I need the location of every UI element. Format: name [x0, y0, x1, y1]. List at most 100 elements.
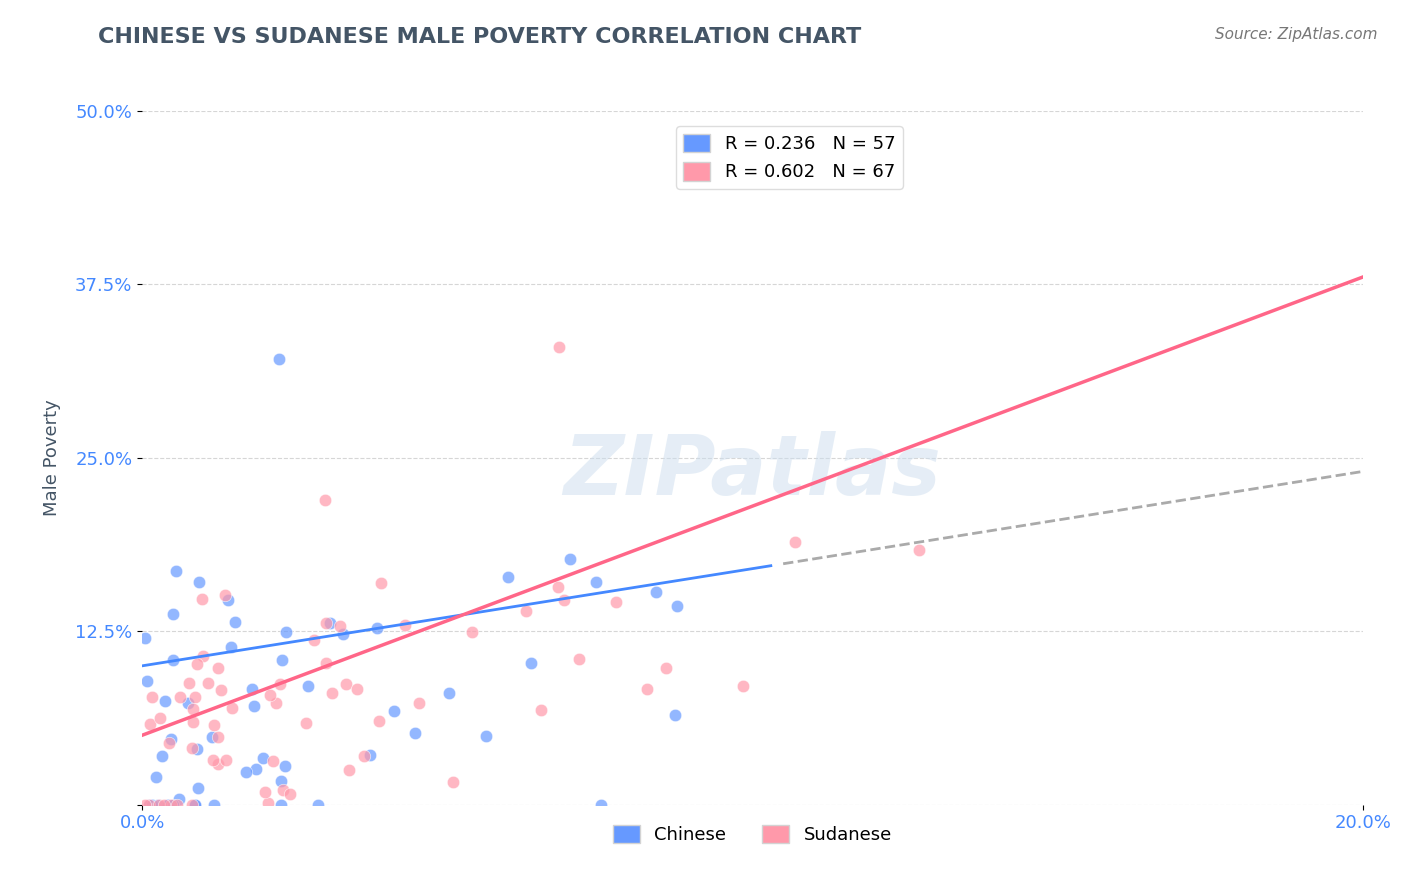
Point	[159, 797, 181, 812]
Point	[366, 621, 388, 635]
Point	[368, 714, 391, 728]
Point	[245, 763, 267, 777]
Point	[269, 677, 291, 691]
Point	[167, 792, 190, 806]
Text: Source: ZipAtlas.com: Source: ZipAtlas.com	[1215, 27, 1378, 42]
Point	[221, 701, 243, 715]
Point	[188, 575, 211, 590]
Point	[193, 648, 215, 663]
Point	[186, 780, 208, 795]
Text: CHINESE VS SUDANESE MALE POVERTY CORRELATION CHART: CHINESE VS SUDANESE MALE POVERTY CORRELA…	[98, 27, 862, 46]
Point	[180, 741, 202, 756]
Point	[307, 797, 329, 812]
Point	[202, 797, 225, 812]
Point	[315, 656, 337, 670]
Point	[441, 775, 464, 789]
Point	[181, 715, 204, 730]
Point	[474, 729, 496, 743]
Point	[280, 787, 302, 801]
Point	[319, 615, 342, 630]
Point	[214, 588, 236, 602]
Point	[162, 653, 184, 667]
Point	[353, 748, 375, 763]
Point	[181, 797, 204, 812]
Point	[215, 753, 238, 767]
Point	[731, 679, 754, 693]
Point	[329, 618, 352, 632]
Point	[235, 764, 257, 779]
Point	[162, 607, 184, 621]
Point	[153, 694, 176, 708]
Point	[207, 660, 229, 674]
Point	[274, 758, 297, 772]
Point	[665, 599, 688, 613]
Point	[153, 797, 176, 812]
Point	[271, 783, 294, 797]
Legend: R = 0.236   N = 57, R = 0.602   N = 67: R = 0.236 N = 57, R = 0.602 N = 67	[676, 127, 903, 188]
Point	[240, 681, 263, 696]
Point	[179, 676, 201, 690]
Point	[141, 690, 163, 704]
Y-axis label: Male Poverty: Male Poverty	[44, 400, 60, 516]
Point	[263, 754, 285, 768]
Point	[141, 797, 163, 812]
Point	[150, 749, 173, 764]
Point	[138, 797, 160, 812]
Point	[394, 617, 416, 632]
Point	[314, 493, 336, 508]
Point	[201, 753, 224, 767]
Point	[908, 543, 931, 558]
Point	[149, 711, 172, 725]
Point	[359, 747, 381, 762]
Point	[257, 796, 280, 810]
Point	[520, 656, 543, 670]
Point	[202, 718, 225, 732]
Point	[276, 625, 298, 640]
Point	[186, 742, 208, 756]
Point	[294, 715, 316, 730]
Point	[138, 717, 160, 731]
Point	[186, 657, 208, 671]
Point	[558, 552, 581, 566]
Point	[547, 340, 569, 354]
Point	[134, 797, 156, 812]
Point	[404, 726, 426, 740]
Point	[207, 757, 229, 772]
Point	[146, 797, 169, 812]
Point	[136, 673, 159, 688]
Point	[591, 797, 613, 812]
Point	[315, 616, 337, 631]
Point	[157, 736, 180, 750]
Point	[568, 652, 591, 666]
Point	[148, 797, 170, 812]
Point	[271, 653, 294, 667]
Point	[785, 535, 807, 549]
Point	[162, 797, 184, 812]
Point	[184, 690, 207, 705]
Point	[437, 686, 460, 700]
Point	[270, 797, 292, 812]
Point	[664, 708, 686, 723]
Point	[553, 592, 575, 607]
Point	[515, 604, 537, 618]
Point	[219, 640, 242, 654]
Point	[166, 797, 188, 812]
Point	[337, 764, 360, 778]
Point	[197, 676, 219, 690]
Point	[382, 704, 405, 718]
Point	[145, 770, 167, 784]
Point	[156, 797, 179, 812]
Point	[547, 580, 569, 594]
Point	[655, 661, 678, 675]
Point	[159, 732, 181, 747]
Point	[605, 595, 627, 609]
Point	[264, 696, 287, 710]
Point	[169, 690, 191, 704]
Point	[254, 784, 277, 798]
Point	[645, 584, 668, 599]
Point	[408, 696, 430, 710]
Point	[304, 632, 326, 647]
Point	[217, 593, 239, 607]
Point	[243, 699, 266, 714]
Point	[636, 682, 658, 697]
